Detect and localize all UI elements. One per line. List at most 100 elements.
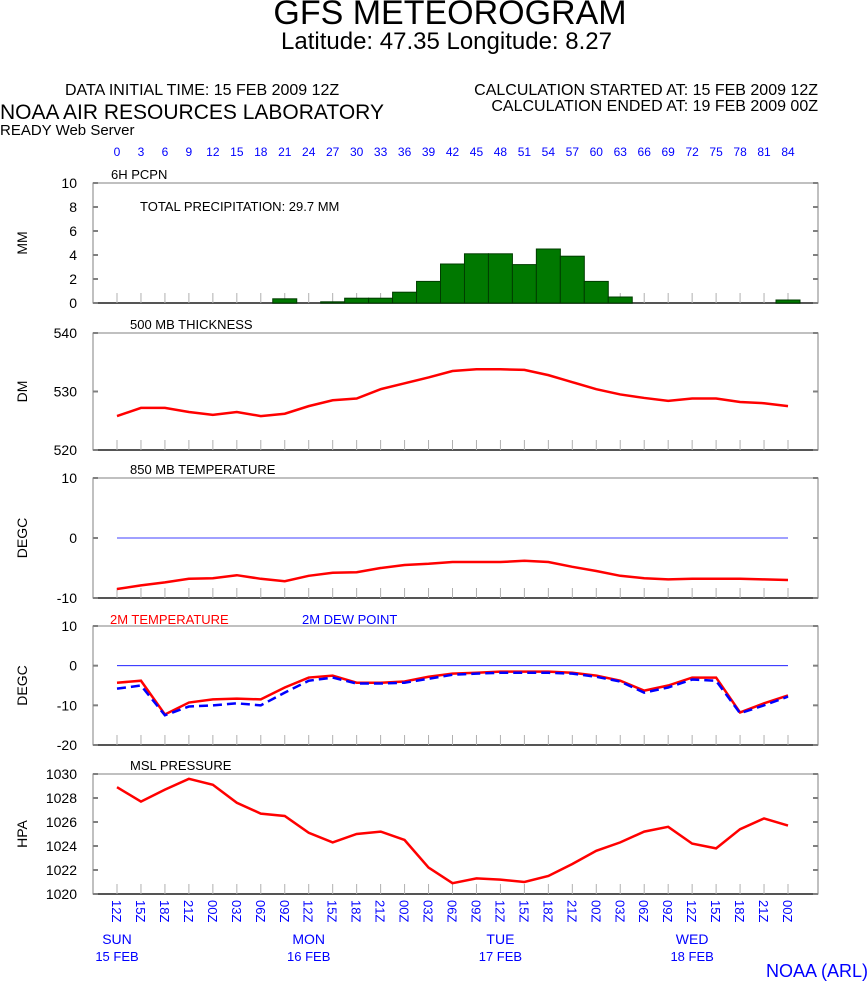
time-label: 21Z (756, 900, 771, 922)
time-label: 15Z (516, 900, 531, 922)
forecast-hour-label: 42 (446, 145, 460, 159)
server-name: READY Web Server (0, 122, 135, 139)
series-line (116, 777, 789, 885)
forecast-hour-label: 72 (685, 145, 699, 159)
forecast-hour-label: 75 (709, 145, 723, 159)
time-label: 03Z (612, 900, 627, 922)
date-label: 16 FEB (287, 949, 330, 964)
y-tick-label: 10 (61, 175, 77, 191)
y-tick-label: 530 (54, 384, 78, 400)
panel-frame (92, 625, 819, 746)
series-line (116, 368, 789, 418)
panel-frame (92, 332, 819, 451)
forecast-hour-label: 30 (350, 145, 364, 159)
y-tick-label: 1020 (46, 886, 77, 902)
time-label: 09Z (468, 900, 483, 922)
y-tick-label: 540 (54, 325, 78, 341)
time-label: 12Z (301, 900, 316, 922)
time-label: 03Z (229, 900, 244, 922)
day-label: MON (292, 931, 325, 947)
time-label: 00Z (397, 900, 412, 922)
time-label: 09Z (277, 900, 292, 922)
y-axis-label: HPA (14, 819, 30, 847)
data-initial-time: DATA INITIAL TIME: 15 FEB 2009 12Z (65, 82, 340, 99)
panel-title: 850 MB TEMPERATURE (130, 462, 276, 477)
time-label: 00Z (588, 900, 603, 922)
forecast-hour-label: 45 (470, 145, 484, 159)
precipitation-bar (392, 291, 418, 304)
time-label: 06Z (445, 900, 460, 922)
organization-name: NOAA AIR RESOURCES LABORATORY (0, 101, 384, 124)
y-tick-label: -20 (57, 737, 77, 753)
forecast-hour-label: 48 (494, 145, 508, 159)
y-tick-label: -10 (57, 590, 77, 606)
legend-entry: 2M DEW POINT (302, 612, 397, 627)
panel-title: MSL PRESSURE (130, 758, 232, 773)
calculation-ended: CALCULATION ENDED AT: 19 FEB 2009 00Z (491, 98, 818, 115)
date-label: 18 FEB (670, 949, 713, 964)
y-tick-label: 10 (61, 618, 77, 634)
precipitation-bar (487, 253, 513, 304)
time-label: 18Z (157, 900, 172, 922)
time-label: 21Z (373, 900, 388, 922)
forecast-hour-label: 15 (230, 145, 244, 159)
forecast-hour-label: 6 (162, 145, 169, 159)
forecast-hour-label: 39 (422, 145, 436, 159)
time-label: 15Z (325, 900, 340, 922)
precipitation-bar (416, 280, 442, 304)
time-label: 06Z (253, 900, 268, 922)
time-label: 09Z (660, 900, 675, 922)
precipitation-bar (463, 253, 489, 304)
panel-title: 500 MB THICKNESS (130, 317, 253, 332)
series-line (116, 671, 789, 717)
precipitation-bar (559, 255, 585, 304)
precipitation-bar (272, 298, 298, 304)
precipitation-bar (607, 296, 633, 304)
forecast-hour-label: 0 (114, 145, 121, 159)
footer-credit: NOAA (ARL) (765, 961, 868, 981)
forecast-hour-label: 12 (206, 145, 220, 159)
y-tick-label: 2 (69, 271, 77, 287)
time-label: 00Z (205, 900, 220, 922)
time-label: 18Z (732, 900, 747, 922)
forecast-hour-label: 57 (566, 145, 580, 159)
forecast-hour-label: 51 (518, 145, 532, 159)
calculation-started: CALCULATION STARTED AT: 15 FEB 2009 12Z (474, 82, 818, 99)
time-label: 18Z (540, 900, 555, 922)
chart-subtitle: Latitude: 47.35 Longitude: 8.27 (281, 28, 612, 55)
date-label: 17 FEB (479, 949, 522, 964)
y-tick-label: 1028 (46, 790, 77, 806)
forecast-hour-label: 69 (661, 145, 675, 159)
y-axis-label: MM (14, 231, 30, 254)
forecast-hour-label: 3 (138, 145, 145, 159)
precipitation-bar (440, 263, 465, 304)
y-tick-label: 4 (69, 247, 77, 263)
precipitation-bar (344, 297, 370, 304)
forecast-hour-label: 60 (590, 145, 604, 159)
legend-entry: 2M TEMPERATURE (110, 612, 229, 627)
total-precipitation-label: TOTAL PRECIPITATION: 29.7 MM (140, 199, 339, 214)
precipitation-bar (583, 280, 609, 304)
forecast-hour-label: 36 (398, 145, 412, 159)
y-tick-label: 0 (69, 295, 77, 311)
chart-title: GFS METEOROGRAM (273, 0, 627, 32)
y-tick-label: 520 (54, 442, 78, 458)
y-tick-label: 1030 (46, 766, 77, 782)
forecast-hour-label: 33 (374, 145, 388, 159)
panel-frame (92, 773, 819, 895)
time-label: 00Z (780, 900, 795, 922)
y-tick-label: 1022 (46, 862, 77, 878)
series-line (116, 670, 789, 717)
time-label: 15Z (133, 900, 148, 922)
time-label: 12Z (684, 900, 699, 922)
forecast-hour-label: 27 (326, 145, 340, 159)
time-label: 06Z (636, 900, 651, 922)
precipitation-bar (511, 264, 537, 304)
date-label: 15 FEB (95, 949, 138, 964)
forecast-hour-label: 84 (781, 145, 795, 159)
day-label: TUE (486, 931, 514, 947)
y-tick-label: -10 (57, 697, 77, 713)
forecast-hour-label: 78 (733, 145, 747, 159)
precipitation-bar (320, 301, 346, 304)
y-tick-label: 0 (69, 658, 77, 674)
